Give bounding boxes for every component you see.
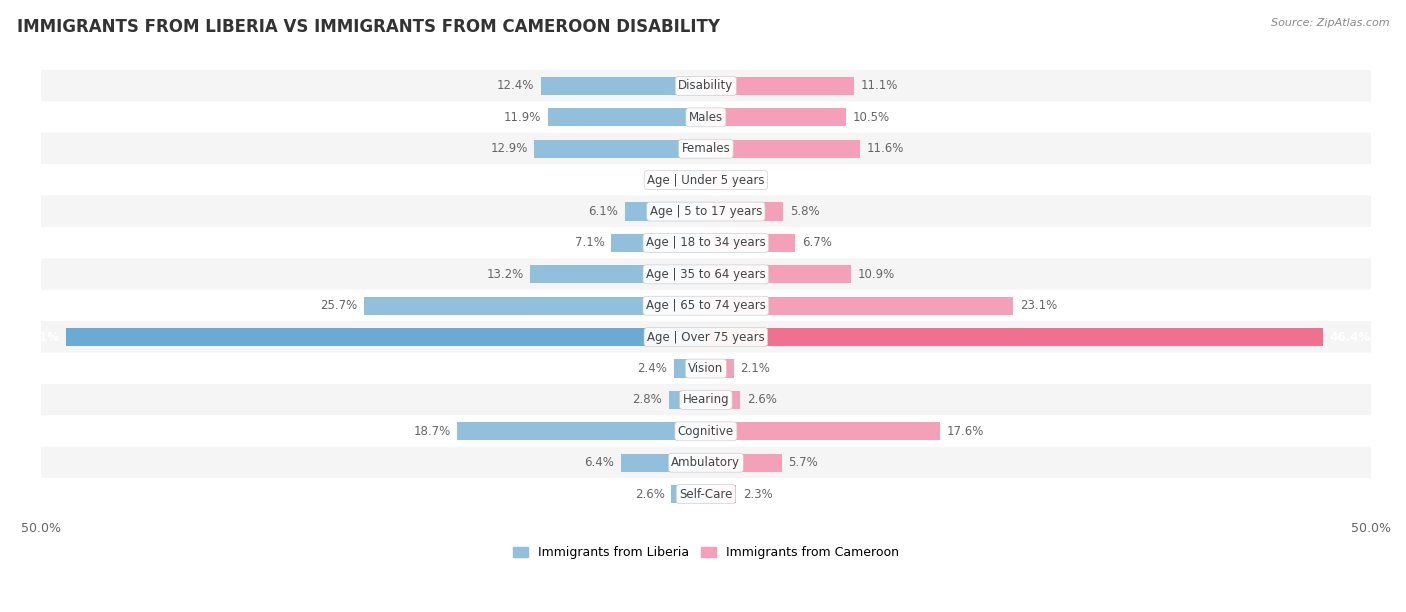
Text: 7.1%: 7.1% [575, 236, 605, 250]
Bar [706, 77, 853, 95]
Bar [364, 297, 706, 315]
Text: Females: Females [682, 142, 730, 155]
Bar [706, 203, 783, 221]
Bar [66, 328, 706, 346]
FancyBboxPatch shape [41, 102, 1371, 133]
Bar [530, 265, 706, 283]
Bar [547, 108, 706, 127]
FancyBboxPatch shape [41, 478, 1371, 510]
Bar [671, 485, 706, 503]
FancyBboxPatch shape [41, 227, 1371, 259]
Text: 2.8%: 2.8% [633, 394, 662, 406]
Text: Age | 35 to 64 years: Age | 35 to 64 years [645, 268, 766, 281]
Text: 6.7%: 6.7% [801, 236, 831, 250]
Text: Disability: Disability [678, 80, 734, 92]
Text: Ambulatory: Ambulatory [672, 456, 741, 469]
Text: Males: Males [689, 111, 723, 124]
Text: Cognitive: Cognitive [678, 425, 734, 438]
Text: 11.6%: 11.6% [868, 142, 904, 155]
Text: Age | Over 75 years: Age | Over 75 years [647, 330, 765, 343]
Bar [706, 108, 845, 127]
Text: 1.4%: 1.4% [731, 174, 761, 187]
FancyBboxPatch shape [41, 447, 1371, 479]
Text: Vision: Vision [689, 362, 724, 375]
FancyBboxPatch shape [41, 70, 1371, 102]
Bar [706, 391, 741, 409]
Text: 5.7%: 5.7% [789, 456, 818, 469]
Text: 25.7%: 25.7% [321, 299, 357, 312]
Text: 10.9%: 10.9% [858, 268, 894, 281]
Text: 46.4%: 46.4% [1330, 330, 1371, 343]
Text: Age | 18 to 34 years: Age | 18 to 34 years [645, 236, 766, 250]
Text: 2.6%: 2.6% [747, 394, 778, 406]
FancyBboxPatch shape [41, 321, 1371, 353]
Text: 11.9%: 11.9% [503, 111, 541, 124]
Bar [706, 328, 1323, 346]
Bar [673, 359, 706, 378]
FancyBboxPatch shape [41, 289, 1371, 322]
Text: Age | 5 to 17 years: Age | 5 to 17 years [650, 205, 762, 218]
Text: 10.5%: 10.5% [852, 111, 890, 124]
Text: 1.4%: 1.4% [651, 174, 681, 187]
Text: 18.7%: 18.7% [413, 425, 450, 438]
Text: 2.3%: 2.3% [744, 488, 773, 501]
Text: 2.4%: 2.4% [637, 362, 668, 375]
Bar [706, 140, 860, 158]
Bar [534, 140, 706, 158]
Bar [706, 171, 724, 189]
FancyBboxPatch shape [41, 384, 1371, 416]
Bar [688, 171, 706, 189]
Text: 6.4%: 6.4% [585, 456, 614, 469]
Text: IMMIGRANTS FROM LIBERIA VS IMMIGRANTS FROM CAMEROON DISABILITY: IMMIGRANTS FROM LIBERIA VS IMMIGRANTS FR… [17, 18, 720, 36]
Text: 2.1%: 2.1% [741, 362, 770, 375]
Text: Age | Under 5 years: Age | Under 5 years [647, 174, 765, 187]
Bar [541, 77, 706, 95]
Text: Hearing: Hearing [682, 394, 730, 406]
Text: Self-Care: Self-Care [679, 488, 733, 501]
Bar [706, 265, 851, 283]
Bar [624, 203, 706, 221]
Bar [612, 234, 706, 252]
FancyBboxPatch shape [41, 195, 1371, 228]
FancyBboxPatch shape [41, 258, 1371, 290]
Text: 12.9%: 12.9% [491, 142, 527, 155]
Text: 11.1%: 11.1% [860, 80, 897, 92]
FancyBboxPatch shape [41, 416, 1371, 447]
FancyBboxPatch shape [41, 133, 1371, 165]
Text: 13.2%: 13.2% [486, 268, 523, 281]
Text: 6.1%: 6.1% [588, 205, 619, 218]
Bar [706, 359, 734, 378]
Bar [706, 297, 1014, 315]
FancyBboxPatch shape [41, 353, 1371, 384]
Bar [669, 391, 706, 409]
Bar [706, 485, 737, 503]
Text: 23.1%: 23.1% [1019, 299, 1057, 312]
Bar [457, 422, 706, 441]
Text: Age | 65 to 74 years: Age | 65 to 74 years [645, 299, 766, 312]
Bar [706, 234, 794, 252]
FancyBboxPatch shape [41, 164, 1371, 196]
Text: 2.6%: 2.6% [634, 488, 665, 501]
Text: 48.1%: 48.1% [18, 330, 59, 343]
Text: 12.4%: 12.4% [496, 80, 534, 92]
Bar [620, 453, 706, 472]
Text: 17.6%: 17.6% [946, 425, 984, 438]
Bar [706, 422, 941, 441]
Legend: Immigrants from Liberia, Immigrants from Cameroon: Immigrants from Liberia, Immigrants from… [508, 541, 904, 564]
Text: Source: ZipAtlas.com: Source: ZipAtlas.com [1271, 18, 1389, 28]
Text: 5.8%: 5.8% [790, 205, 820, 218]
Bar [706, 453, 782, 472]
